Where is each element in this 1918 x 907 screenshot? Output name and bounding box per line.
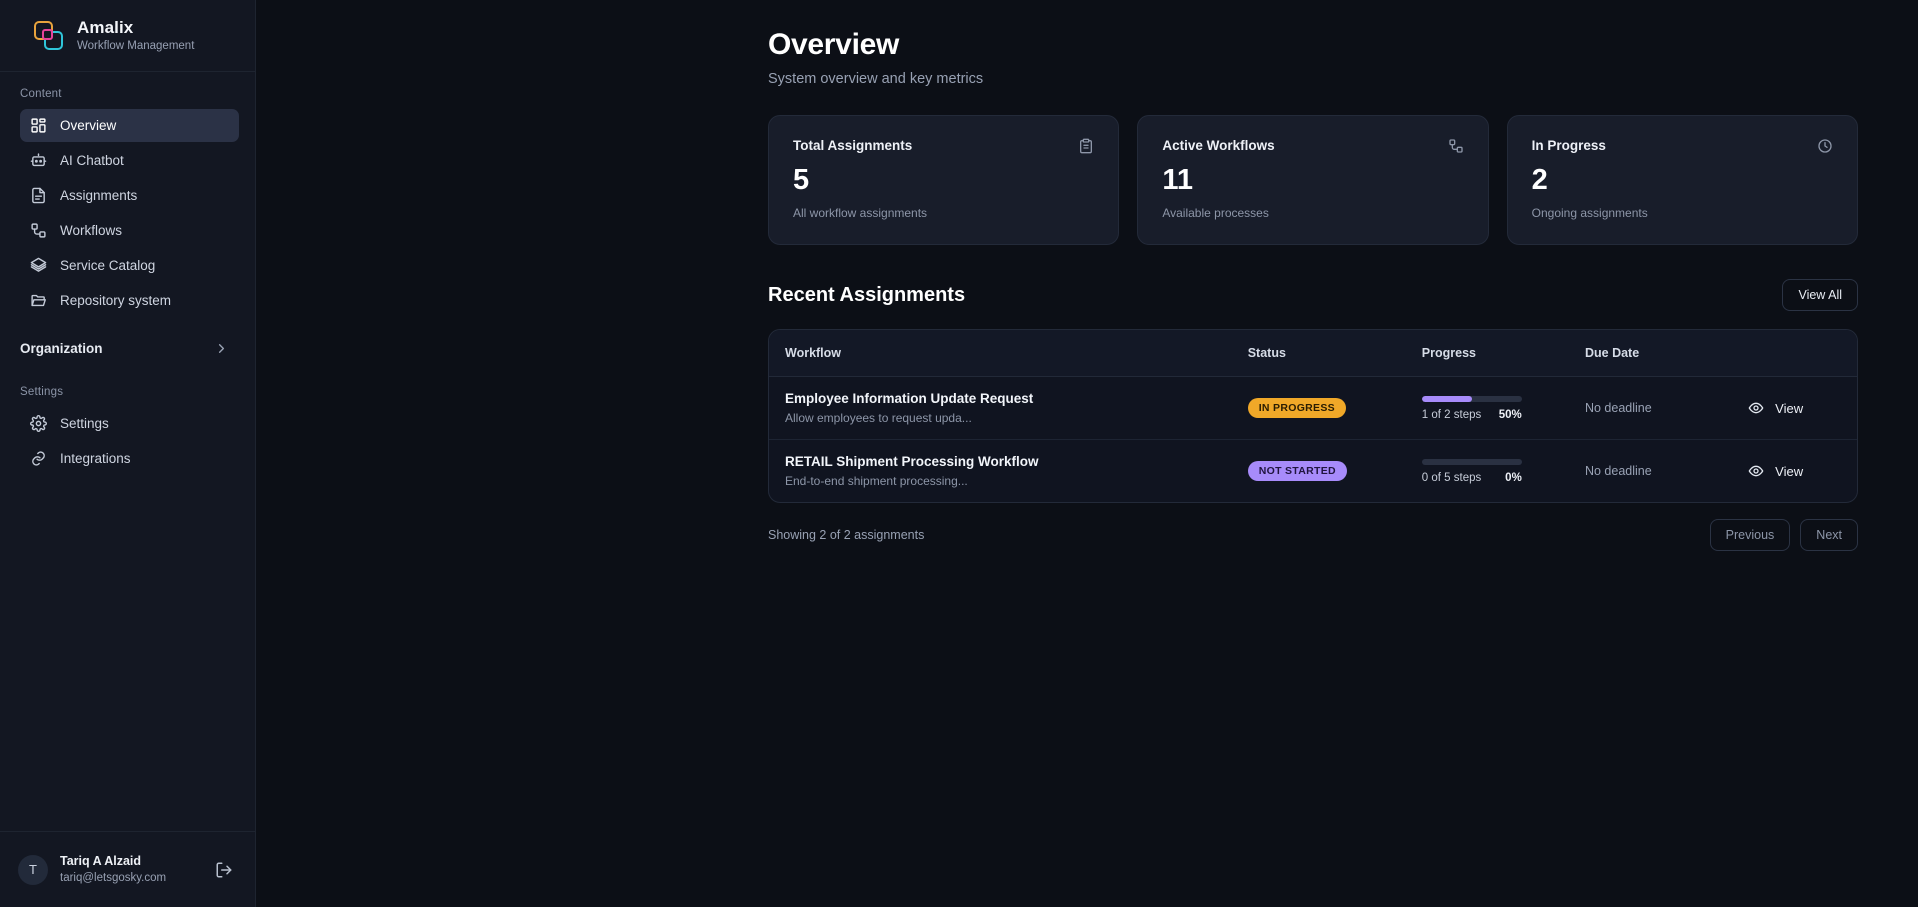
sidebar-item-repository-system[interactable]: Repository system bbox=[20, 284, 239, 317]
user-name: Tariq A Alzaid bbox=[60, 853, 142, 868]
sidebar-user-footer: T Tariq A Alzaid tariq@letsgosky.com bbox=[0, 831, 255, 907]
workflow-description: Allow employees to request upda... bbox=[785, 411, 972, 425]
view-action-label: View bbox=[1775, 463, 1804, 479]
stat-card-in-progress: In Progress 2 Ongoing assignments bbox=[1506, 115, 1858, 245]
stat-card-desc: Available processes bbox=[1162, 206, 1269, 220]
stat-card-title: Active Workflows bbox=[1162, 138, 1275, 153]
assignments-table: Workflow Status Progress Due Date Employ… bbox=[768, 329, 1858, 503]
stat-card-value: 11 bbox=[1162, 164, 1193, 196]
file-text-icon bbox=[30, 187, 47, 204]
sidebar-nav: Content Overview AI Chatbot Assignments bbox=[0, 72, 255, 831]
stat-card-title: In Progress bbox=[1531, 138, 1606, 153]
link-icon bbox=[30, 450, 47, 467]
brand-subtitle: Workflow Management bbox=[77, 40, 195, 53]
sidebar-item-label: Service Catalog bbox=[60, 258, 156, 273]
overlapping-squares-logo bbox=[34, 20, 64, 51]
user-email: tariq@letsgosky.com bbox=[60, 872, 167, 885]
stat-cards: Total Assignments 5 All workflow assignm… bbox=[768, 115, 1858, 245]
chevron-right-icon bbox=[214, 341, 229, 356]
workflow-name: Employee Information Update Request bbox=[785, 391, 1034, 406]
sidebar-item-overview[interactable]: Overview bbox=[20, 109, 239, 142]
sidebar-item-ai-chatbot[interactable]: AI Chatbot bbox=[20, 144, 239, 177]
layout-dashboard-icon bbox=[30, 117, 47, 134]
sidebar-item-label: Settings bbox=[60, 416, 109, 431]
sidebar-item-settings[interactable]: Settings bbox=[20, 407, 239, 440]
layers-icon bbox=[30, 257, 47, 274]
nav-section-content: Content bbox=[20, 88, 62, 100]
sidebar-item-service-catalog[interactable]: Service Catalog bbox=[20, 249, 239, 282]
bot-icon bbox=[30, 152, 47, 169]
main-content: Overview System overview and key metrics… bbox=[256, 0, 1918, 907]
brand-name: Amalix bbox=[77, 17, 134, 37]
workflow-icon bbox=[1448, 138, 1464, 154]
stat-card-title: Total Assignments bbox=[793, 138, 913, 153]
table-row[interactable]: RETAIL Shipment Processing Workflow End-… bbox=[769, 440, 1857, 503]
progress-steps: 1 of 2 steps bbox=[1421, 408, 1482, 421]
table-header-row: Workflow Status Progress Due Date bbox=[769, 330, 1857, 377]
sidebar-item-label: AI Chatbot bbox=[60, 153, 124, 168]
page-subtitle: System overview and key metrics bbox=[768, 71, 984, 87]
column-header-progress: Progress bbox=[1421, 330, 1585, 377]
table-footer: Showing 2 of 2 assignments Previous Next bbox=[768, 519, 1858, 551]
status-badge: IN PROGRESS bbox=[1247, 398, 1346, 418]
clock-icon bbox=[1817, 138, 1833, 154]
next-page-button[interactable]: Next bbox=[1800, 519, 1858, 551]
stat-card-desc: All workflow assignments bbox=[793, 206, 928, 220]
view-action-button[interactable]: View bbox=[1748, 400, 1841, 416]
folder-open-icon bbox=[30, 292, 47, 309]
eye-icon bbox=[1748, 400, 1764, 416]
gear-icon bbox=[30, 415, 47, 432]
brand-header[interactable]: Amalix Workflow Management bbox=[0, 0, 255, 72]
sidebar: Amalix Workflow Management Content Overv… bbox=[0, 0, 256, 907]
sidebar-group-label: Organization bbox=[20, 341, 103, 356]
due-date: No deadline bbox=[1584, 464, 1652, 478]
sidebar-item-label: Overview bbox=[60, 118, 117, 133]
page-title: Overview bbox=[768, 28, 900, 61]
eye-icon bbox=[1748, 463, 1764, 479]
stat-card-value: 2 bbox=[1531, 164, 1548, 196]
sidebar-item-label: Workflows bbox=[60, 223, 123, 238]
sidebar-group-organization[interactable]: Organization bbox=[20, 333, 239, 364]
progress-percent: 50% bbox=[1498, 408, 1522, 421]
column-header-workflow: Workflow bbox=[769, 330, 1248, 377]
avatar[interactable]: T bbox=[18, 854, 48, 885]
column-header-status: Status bbox=[1247, 330, 1422, 377]
results-count: Showing 2 of 2 assignments bbox=[768, 528, 925, 542]
stat-card-total-assignments: Total Assignments 5 All workflow assignm… bbox=[768, 115, 1120, 245]
sidebar-item-integrations[interactable]: Integrations bbox=[20, 442, 239, 475]
clipboard-list-icon bbox=[1078, 138, 1094, 154]
logout-icon[interactable] bbox=[211, 857, 237, 883]
sidebar-item-label: Repository system bbox=[60, 293, 172, 308]
stat-card-active-workflows: Active Workflows 11 Available processes bbox=[1137, 115, 1489, 245]
recent-assignments-header: Recent Assignments View All bbox=[768, 279, 1858, 311]
progress-percent: 0% bbox=[1505, 471, 1522, 484]
stat-card-desc: Ongoing assignments bbox=[1531, 206, 1648, 220]
progress-bar-fill bbox=[1421, 395, 1472, 402]
sidebar-item-assignments[interactable]: Assignments bbox=[20, 179, 239, 212]
nav-section-settings: Settings bbox=[20, 386, 64, 398]
workflow-icon bbox=[30, 222, 47, 239]
view-action-button[interactable]: View bbox=[1748, 463, 1841, 479]
due-date: No deadline bbox=[1584, 401, 1652, 415]
column-header-actions bbox=[1748, 330, 1857, 377]
workflow-name: RETAIL Shipment Processing Workflow bbox=[785, 454, 1039, 469]
progress-bar bbox=[1421, 395, 1522, 402]
section-title: Recent Assignments bbox=[768, 283, 966, 306]
view-action-label: View bbox=[1775, 400, 1804, 416]
workflow-description: End-to-end shipment processing... bbox=[785, 474, 968, 488]
view-all-button[interactable]: View All bbox=[1782, 279, 1858, 311]
previous-page-button[interactable]: Previous bbox=[1709, 519, 1791, 551]
progress-bar bbox=[1421, 458, 1522, 465]
stat-card-value: 5 bbox=[793, 164, 810, 196]
table-row[interactable]: Employee Information Update Request Allo… bbox=[769, 376, 1857, 440]
sidebar-item-label: Assignments bbox=[60, 188, 138, 203]
column-header-due-date: Due Date bbox=[1584, 330, 1749, 377]
sidebar-item-workflows[interactable]: Workflows bbox=[20, 214, 239, 247]
pagination: Previous Next bbox=[1709, 519, 1858, 551]
progress-steps: 0 of 5 steps bbox=[1421, 471, 1482, 484]
sidebar-item-label: Integrations bbox=[60, 451, 131, 466]
status-badge: NOT STARTED bbox=[1247, 461, 1347, 481]
